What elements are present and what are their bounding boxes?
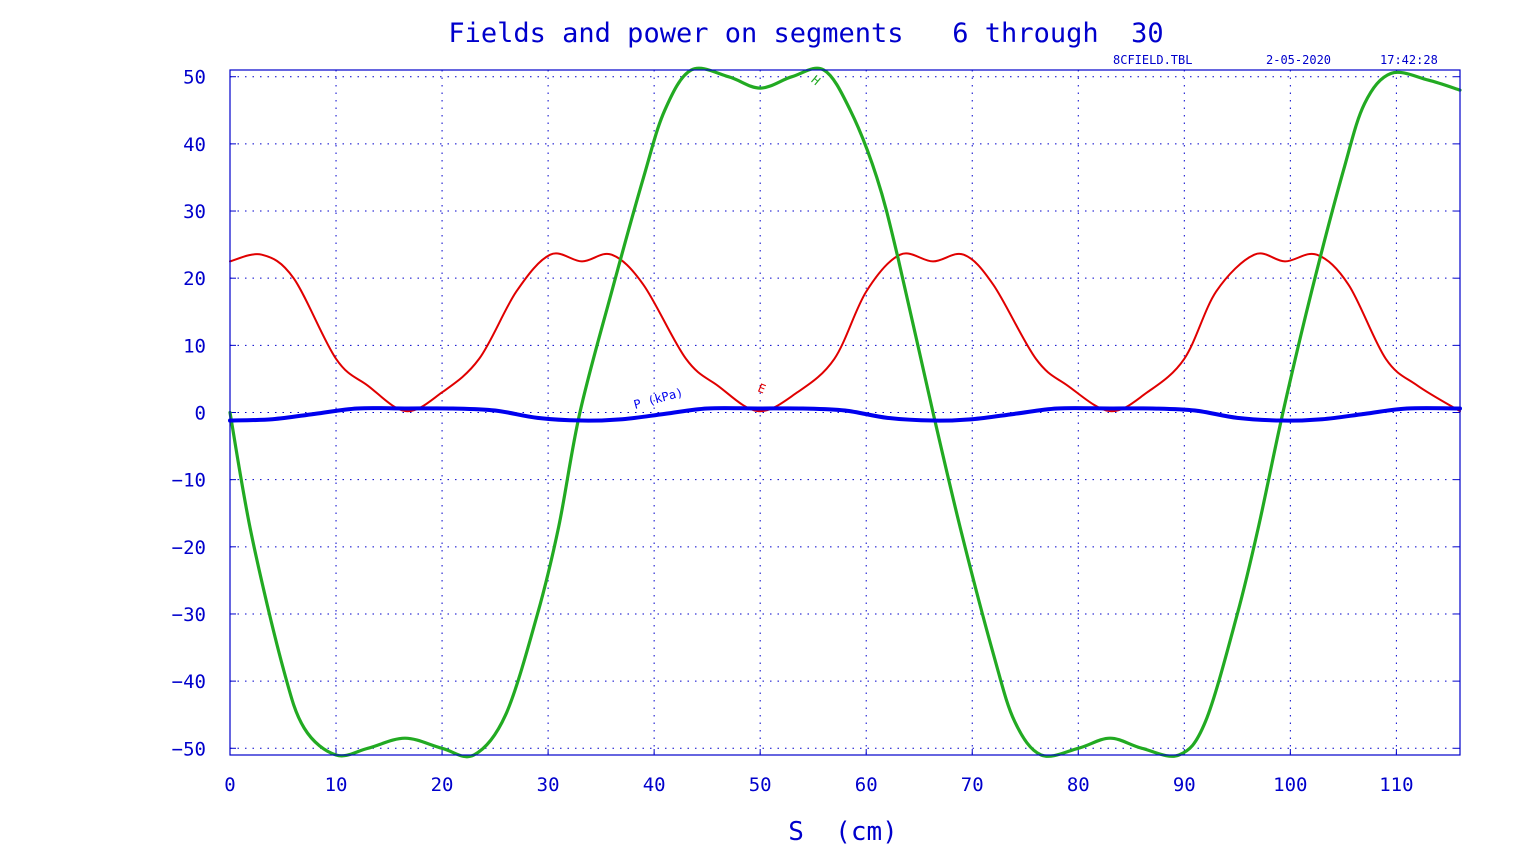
x-tick-label: 70: [961, 774, 984, 796]
y-tick-labels: 50 40 30 20 10 0 −10 −20 −30 −40 −50: [172, 67, 206, 761]
y-tick-label: 40: [183, 134, 206, 156]
x-tick-labels: 0 10 20 30 40 50 60 70 80 90 100 110: [224, 774, 1413, 796]
y-tick-label: 30: [183, 201, 206, 223]
x-tick-label: 60: [855, 774, 878, 796]
stamp-date: 2-05-2020: [1266, 53, 1331, 67]
y-tick-label: 50: [183, 67, 206, 89]
x-tick-label: 110: [1379, 774, 1413, 796]
x-tick-label: 80: [1067, 774, 1090, 796]
curve-label: E: [756, 381, 768, 397]
y-tick-label: 20: [183, 268, 206, 290]
stamp-file: 8CFIELD.TBL: [1113, 53, 1192, 67]
plot-frame: [229, 69, 1461, 756]
series-line-p-kpa: [228, 406, 1462, 423]
chart-title: Fields and power on segments 6 through 3…: [448, 18, 1163, 49]
x-tick-label: 30: [537, 774, 560, 796]
x-tick-label: 10: [325, 774, 348, 796]
y-tick-label: −30: [172, 604, 206, 626]
series-lines: [228, 66, 1462, 759]
y-tick-label: −40: [172, 671, 206, 693]
x-tick-label: 100: [1273, 774, 1307, 796]
x-tick-label: 40: [643, 774, 666, 796]
series-line-e: [229, 252, 1461, 413]
x-tick-label: 90: [1173, 774, 1196, 796]
x-axis-label: S (cm): [788, 817, 898, 847]
y-tick-label: −20: [172, 537, 206, 559]
curve-label: P (kPa): [632, 385, 684, 412]
stamp-time: 17:42:28: [1380, 53, 1438, 67]
y-tick-label: −10: [172, 470, 206, 492]
x-tick-label: 0: [224, 774, 235, 796]
x-tick-label: 50: [749, 774, 772, 796]
y-tick-label: −50: [172, 738, 206, 760]
series-line-h: [228, 66, 1462, 759]
curve-label: H: [808, 73, 823, 88]
y-tick-label: 10: [183, 335, 206, 357]
y-tick-label: 0: [195, 403, 206, 425]
x-tick-label: 20: [431, 774, 454, 796]
